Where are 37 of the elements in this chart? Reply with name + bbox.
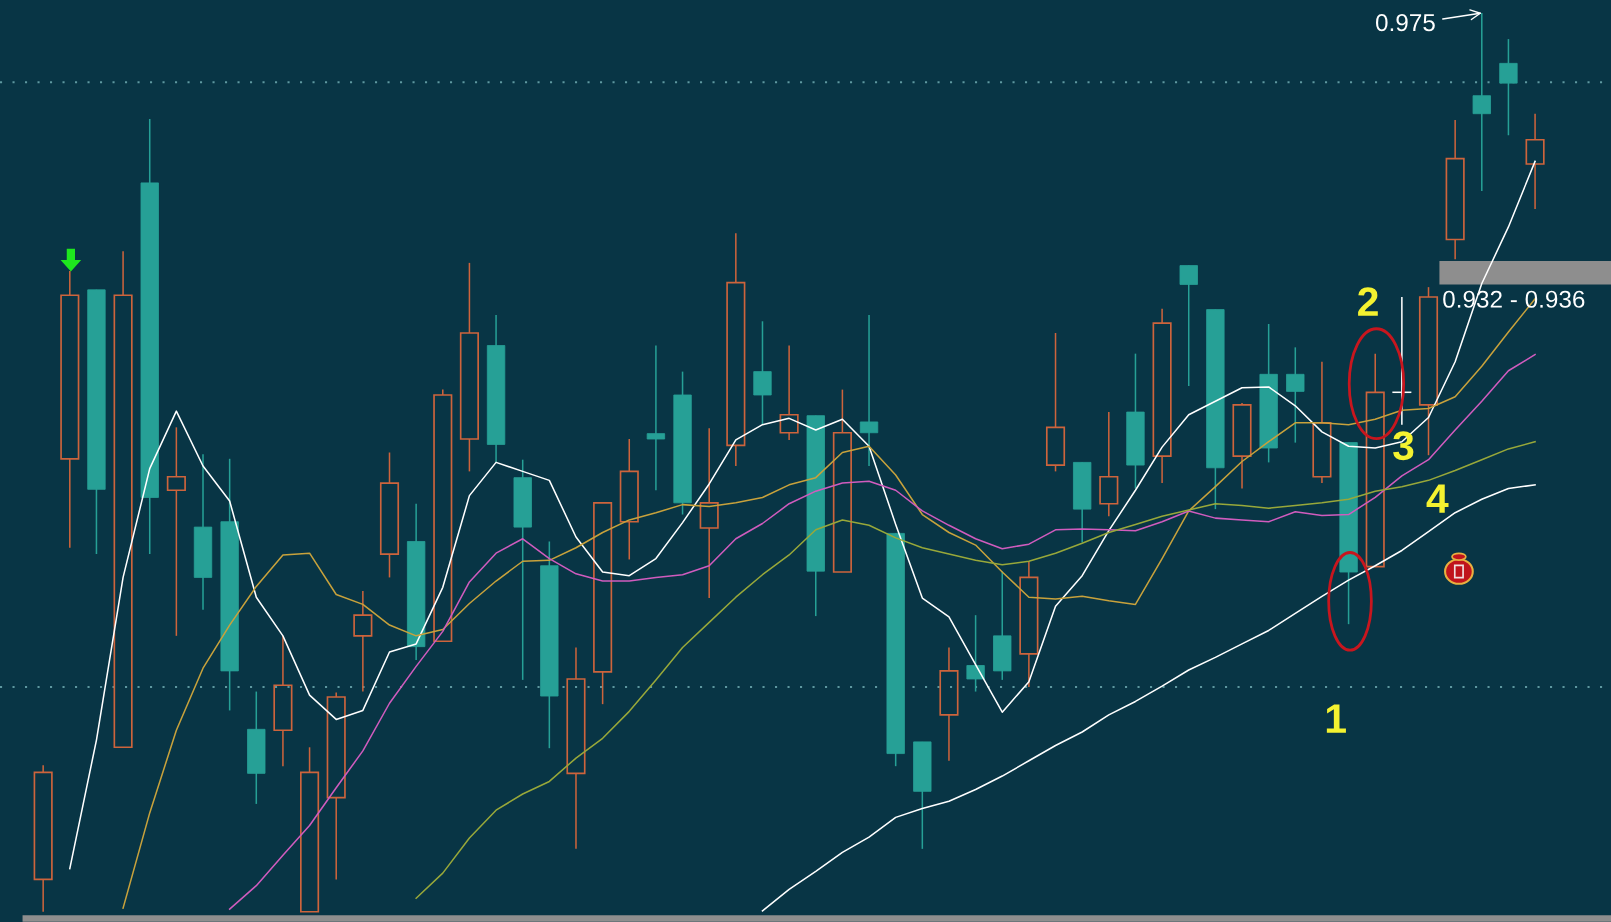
candlestick	[1019, 560, 1039, 688]
candlestick	[33, 764, 53, 913]
candlestick	[699, 427, 719, 599]
annotation: 0.975	[1375, 14, 1435, 32]
candlestick	[966, 614, 985, 693]
candlestick	[646, 344, 666, 492]
candlestick	[726, 232, 746, 467]
candlestick	[1445, 119, 1465, 261]
candlestick	[619, 438, 639, 561]
annotation: 4	[1426, 484, 1449, 513]
candlestick	[1286, 346, 1305, 444]
candlestick	[939, 646, 959, 762]
candlestick	[859, 314, 879, 467]
annotation: 3	[1393, 431, 1414, 461]
candlestick	[459, 262, 479, 473]
candlestick	[1099, 411, 1119, 518]
candlestick	[832, 388, 852, 573]
candlestick	[353, 590, 373, 693]
candlestick	[273, 635, 293, 767]
candlestick	[166, 426, 186, 637]
candlestick	[433, 388, 453, 643]
annotation: 2	[1358, 287, 1378, 316]
candlestick	[326, 691, 346, 881]
candlestick	[113, 250, 133, 749]
candlestick	[593, 502, 613, 705]
candlestick	[299, 746, 320, 913]
candlestick	[779, 344, 799, 441]
annotation: 1	[1326, 704, 1346, 733]
candlestick	[1152, 307, 1172, 484]
candlestick	[566, 646, 586, 850]
candlestick	[1365, 352, 1385, 568]
candlestick	[1499, 38, 1518, 137]
candlestick	[379, 451, 400, 579]
candlestick	[1312, 360, 1332, 484]
candlestick	[1525, 112, 1545, 210]
candlestick	[1179, 264, 1198, 387]
candlestick	[753, 320, 772, 426]
